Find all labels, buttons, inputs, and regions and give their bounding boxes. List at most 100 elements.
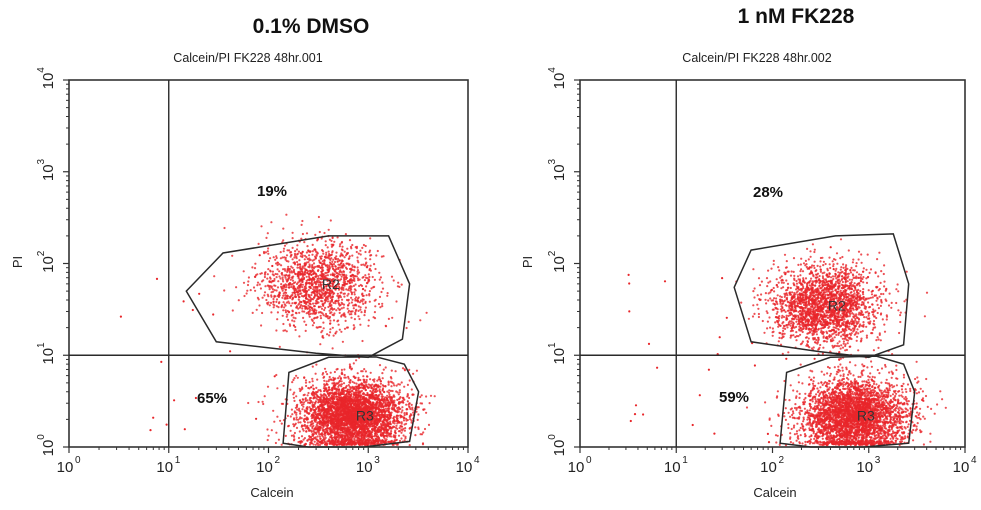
scatter-point: [293, 262, 296, 265]
scatter-point: [291, 291, 294, 294]
scatter-point: [360, 263, 363, 266]
scatter-point: [308, 259, 311, 262]
scatter-point: [329, 328, 332, 331]
scatter-point: [311, 425, 314, 429]
scatter-point: [366, 394, 369, 397]
scatter-point: [257, 400, 260, 404]
scatter-point: [294, 295, 298, 298]
scatter-point: [361, 300, 364, 303]
scatter-point: [350, 434, 353, 437]
scatter-point: [316, 428, 319, 431]
scatter-point: [367, 324, 370, 327]
scatter-point: [368, 293, 371, 296]
scatter-point: [349, 415, 352, 418]
scatter-point: [269, 276, 272, 279]
scatter-point: [354, 436, 357, 439]
scatter-point: [387, 440, 390, 444]
scatter-point: [323, 231, 326, 235]
scatter-point: [292, 418, 296, 421]
scatter-point: [365, 432, 368, 435]
scatter-point: [305, 293, 308, 296]
scatter-point: [276, 387, 279, 390]
scatter-point: [326, 246, 329, 249]
scatter-point: [301, 440, 304, 443]
scatter-point: [344, 254, 348, 257]
scatter-point: [243, 294, 246, 298]
scatter-point: [367, 273, 370, 276]
scatter-point: [313, 271, 316, 274]
scatter-point: [292, 285, 295, 288]
scatter-point: [317, 215, 320, 219]
scatter-point: [266, 284, 269, 287]
scatter-point: [365, 380, 368, 383]
scatter-point: [330, 395, 333, 398]
scatter-point: [287, 265, 290, 268]
scatter-point: [381, 387, 385, 390]
scatter-point: [399, 416, 402, 419]
scatter-point: [293, 256, 296, 259]
scatter-point: [280, 283, 283, 286]
scatter-point: [321, 250, 325, 253]
scatter-point: [279, 277, 282, 280]
scatter-point: [332, 292, 335, 296]
scatter-point: [372, 392, 375, 395]
scatter-point: [268, 288, 271, 291]
scatter-point: [395, 438, 398, 441]
scatter-point: [308, 266, 311, 269]
scatter-point: [317, 297, 320, 300]
scatter-point: [342, 409, 345, 412]
scatter-point: [265, 236, 268, 239]
scatter-point: [292, 396, 295, 399]
scatter-point: [308, 273, 311, 276]
scatter-point: [397, 281, 400, 284]
scatter-point: [338, 436, 342, 439]
scatter-point: [397, 402, 400, 405]
scatter-point: [414, 434, 417, 437]
scatter-point: [321, 335, 324, 339]
scatter-point: [363, 309, 367, 312]
scatter-point: [353, 293, 356, 296]
scatter-point: [284, 276, 287, 279]
scatter-point: [260, 280, 264, 283]
scatter-point: [245, 292, 248, 295]
scatter-point: [290, 408, 293, 411]
scatter-point: [346, 307, 349, 310]
scatter-point: [368, 300, 371, 303]
scatter-point: [325, 413, 328, 416]
scatter-point: [406, 418, 409, 422]
scatter-point: [281, 276, 284, 279]
scatter-point: [307, 391, 310, 395]
scatter-point: [334, 414, 337, 417]
scatter-point: [354, 396, 357, 399]
scatter-point: [323, 389, 326, 392]
scatter-point: [263, 395, 266, 398]
scatter-point: [336, 422, 339, 425]
scatter-point: [322, 314, 325, 317]
scatter-point: [419, 395, 422, 399]
scatter-point: [291, 237, 294, 240]
scatter-point: [314, 283, 318, 286]
scatter-point: [312, 286, 315, 289]
scatter-point: [309, 270, 312, 273]
scatter-point: [320, 272, 323, 275]
scatter-point: [317, 269, 320, 272]
scatter-point: [358, 317, 361, 321]
scatter-point: [363, 381, 366, 384]
scatter-point: [367, 383, 370, 386]
scatter-point: [341, 340, 344, 343]
scatter-point: [353, 318, 356, 321]
scatter-point: [352, 324, 355, 327]
scatter-point: [372, 397, 375, 400]
scatter-point: [321, 373, 324, 376]
scatter-point: [284, 269, 287, 272]
x-axis-label: Calcein: [250, 485, 293, 500]
scatter-point: [334, 302, 337, 305]
scatter-point: [374, 388, 377, 391]
scatter-point: [311, 259, 314, 262]
scatter-point: [305, 384, 308, 388]
scatter-point: [338, 266, 341, 269]
scatter-point: [384, 407, 387, 410]
scatter-point: [312, 262, 316, 265]
scatter-point: [304, 263, 307, 266]
scatter-point: [320, 433, 323, 436]
